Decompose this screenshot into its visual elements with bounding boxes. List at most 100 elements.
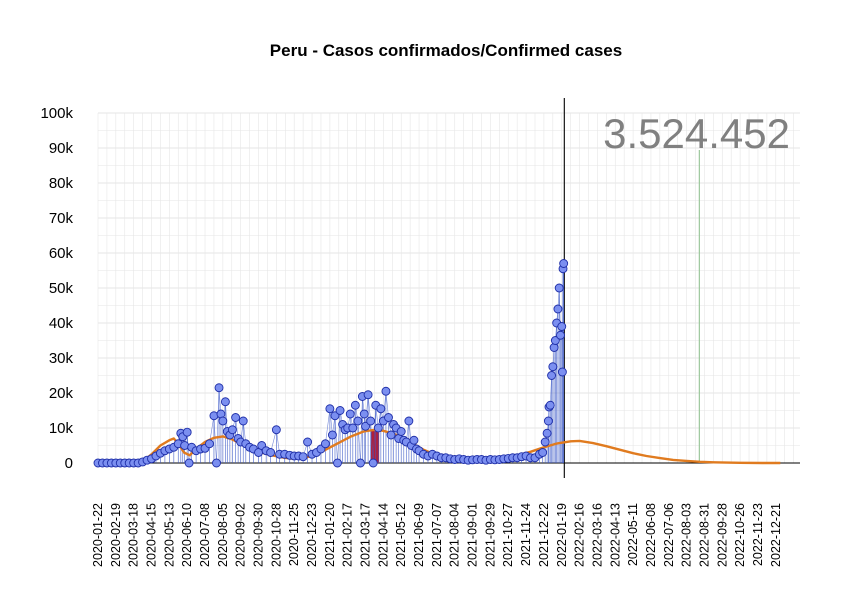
x-tick-label: 2021-06-09 <box>412 503 426 567</box>
data-point <box>554 283 564 293</box>
data-point <box>384 413 393 422</box>
x-tick-label: 2021-07-07 <box>430 503 444 567</box>
data-point <box>227 425 237 435</box>
data-point <box>540 437 550 447</box>
data-point <box>238 416 248 426</box>
data-point <box>545 400 555 410</box>
data-point <box>363 390 373 400</box>
data-point <box>386 430 396 440</box>
x-tick-label: 2020-07-08 <box>198 503 212 567</box>
data-point <box>205 439 214 449</box>
y-tick-label: 0 <box>65 455 73 472</box>
y-tick-label: 20k <box>49 385 74 402</box>
x-tick-label: 2022-10-26 <box>733 503 747 567</box>
data-point <box>333 458 342 468</box>
data-point <box>396 427 406 436</box>
x-tick-label: 2021-11-24 <box>519 503 533 566</box>
data-point <box>361 421 370 431</box>
data-point <box>220 397 230 407</box>
x-tick-label: 2020-09-30 <box>252 503 266 567</box>
y-axis: 0 10k 20k 30k 40k 50k 60k 70k 80k 90k 100k <box>40 105 73 472</box>
x-tick-label: 2021-03-17 <box>359 503 373 567</box>
y-tick-label: 10k <box>49 420 74 437</box>
reference-lines <box>563 98 700 478</box>
data-point <box>356 458 365 468</box>
x-tick-label: 2022-06-08 <box>644 503 658 567</box>
x-tick-label: 2022-08-03 <box>680 503 694 567</box>
x-tick-label: 2021-04-14 <box>376 503 390 567</box>
data-point <box>350 400 360 410</box>
data-point <box>548 362 558 372</box>
x-tick-label: 2020-04-15 <box>145 503 159 567</box>
y-tick-label: 40k <box>49 315 74 332</box>
x-axis: 2020-01-22 2020-02-19 2020-03-18 2020-04-15… <box>91 503 783 567</box>
x-tick-label: 2020-06-10 <box>180 503 194 567</box>
data-point <box>184 458 194 468</box>
x-tick-label: 2020-08-05 <box>216 503 230 567</box>
data-point <box>381 386 391 396</box>
data-point <box>348 423 358 433</box>
data-point <box>542 428 552 438</box>
x-tick-label: 2020-09-02 <box>234 503 248 567</box>
y-tick-label: 70k <box>49 210 74 227</box>
x-tick-label: 2022-05-11 <box>626 503 640 566</box>
data-point <box>325 404 335 414</box>
data-point <box>345 409 355 419</box>
chart-title: Peru - Casos confirmados/Confirmed cases <box>270 41 622 60</box>
data-point <box>330 411 340 421</box>
data-point <box>327 430 337 440</box>
y-tick-label: 80k <box>49 175 74 192</box>
data-point <box>557 322 567 331</box>
x-tick-label: 2020-03-18 <box>127 503 141 567</box>
data-point <box>556 330 565 340</box>
data-point <box>376 404 386 414</box>
x-tick-label: 2022-07-06 <box>662 503 676 567</box>
data-point <box>212 458 221 468</box>
y-tick-label: 50k <box>49 280 74 297</box>
x-tick-label: 2020-12-23 <box>305 503 319 567</box>
gridlines <box>97 112 800 464</box>
x-tick-label: 2020-10-28 <box>269 503 283 567</box>
x-tick-label: 2022-11-23 <box>751 503 765 566</box>
data-point <box>409 435 419 445</box>
data-point <box>335 406 345 415</box>
x-tick-label: 2022-04-13 <box>608 503 622 567</box>
data-point <box>214 383 224 393</box>
x-tick-label: 2021-02-17 <box>341 503 355 567</box>
data-point <box>538 448 548 457</box>
x-tick-label: 2022-03-16 <box>590 503 604 567</box>
daily-points <box>93 259 569 468</box>
data-point <box>373 423 383 433</box>
data-point <box>559 259 569 268</box>
total-cases-label: 3.524.452 <box>603 110 790 157</box>
x-tick-label: 2021-09-29 <box>483 503 497 567</box>
data-point <box>368 458 378 468</box>
data-point <box>182 427 192 437</box>
x-tick-label: 2020-05-13 <box>162 503 176 567</box>
x-tick-label: 2020-02-19 <box>109 503 123 567</box>
data-point <box>298 452 308 462</box>
y-tick-label: 60k <box>49 245 74 262</box>
data-point <box>266 448 276 457</box>
data-point <box>547 371 557 380</box>
y-tick-label: 100k <box>40 105 73 122</box>
data-point <box>550 336 560 345</box>
x-tick-label: 2022-01-19 <box>555 503 569 567</box>
x-tick-label: 2021-10-27 <box>501 503 515 567</box>
data-point <box>543 416 553 426</box>
data-point <box>359 409 369 419</box>
data-point <box>303 437 313 447</box>
x-tick-label: 2022-09-28 <box>715 503 729 567</box>
x-tick-label: 2022-12-21 <box>769 503 783 567</box>
data-point <box>404 416 414 426</box>
x-tick-label: 2021-09-01 <box>466 503 480 567</box>
x-tick-label: 2021-01-20 <box>323 503 337 567</box>
data-point <box>353 416 363 426</box>
x-tick-label: 2022-02-16 <box>573 503 587 567</box>
x-tick-label: 2022-08-31 <box>697 503 711 567</box>
x-tick-label: 2020-01-22 <box>91 503 105 567</box>
data-point <box>218 416 228 426</box>
y-tick-label: 90k <box>49 140 74 157</box>
data-point <box>557 367 567 377</box>
